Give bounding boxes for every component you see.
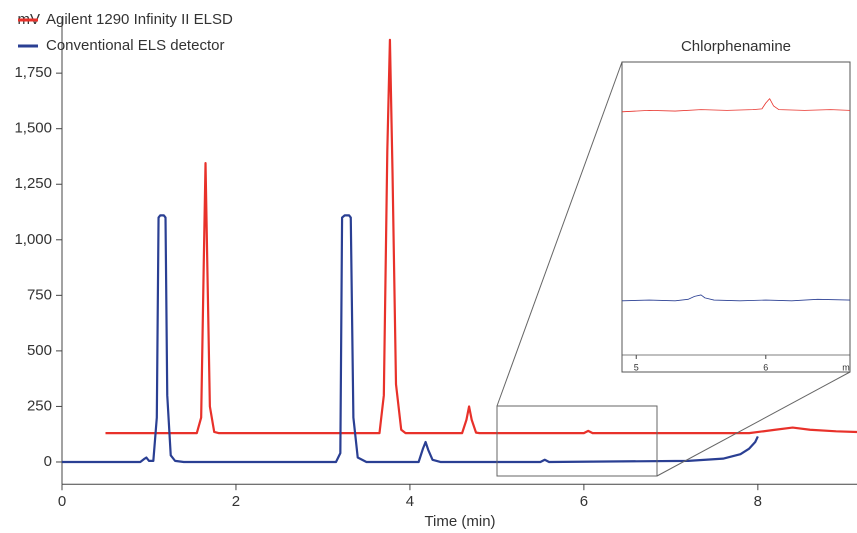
y-tick-label: 250 [27,397,52,414]
x-tick-label: 0 [58,493,66,510]
inset-title: Chlorphenamine [681,38,791,55]
x-axis-label: Time (min) [424,513,495,530]
y-tick-label: 1,750 [14,64,52,81]
x-tick-label: 6 [580,493,588,510]
series-line [62,214,759,464]
y-tick-label: 750 [27,286,52,303]
x-tick-label: 5 [634,362,639,372]
x-tick-label: 4 [406,493,414,510]
zoom-connector [656,371,851,477]
series-line [621,294,851,302]
y-tick-label: 0 [44,453,52,470]
series-line [105,38,857,435]
inset-frame [621,61,851,373]
series-line [621,98,851,113]
zoom-box [496,405,658,477]
y-tick-label: 500 [27,342,52,359]
x-axis-label: m [842,362,850,372]
x-tick-label: 6 [763,362,768,372]
x-tick-label: 2 [232,493,240,510]
y-tick-label: 1,250 [14,175,52,192]
y-tick-label: 1,500 [14,120,52,137]
legend-label: Agilent 1290 Infinity II ELSD [46,11,233,28]
legend-label: Conventional ELS detector [46,37,224,54]
x-tick-label: 8 [754,493,762,510]
zoom-connector [496,61,623,407]
y-tick-label: 1,000 [14,231,52,248]
